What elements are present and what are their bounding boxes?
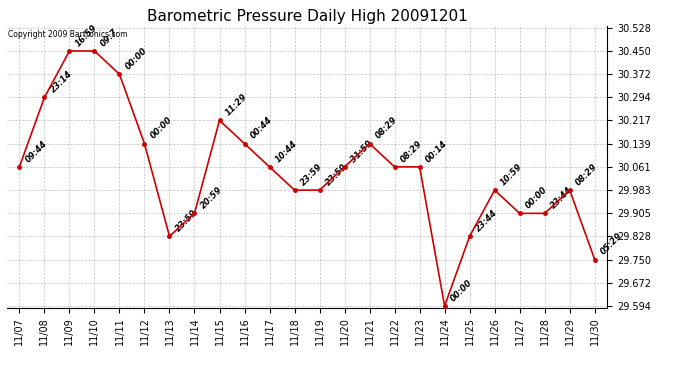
Text: 00:14: 00:14 — [424, 139, 449, 164]
Text: 08:29: 08:29 — [374, 116, 399, 141]
Text: 00:00: 00:00 — [124, 46, 149, 72]
Text: 16:59: 16:59 — [74, 23, 99, 48]
Text: 00:44: 00:44 — [248, 116, 274, 141]
Title: Barometric Pressure Daily High 20091201: Barometric Pressure Daily High 20091201 — [147, 9, 467, 24]
Text: 05:29: 05:29 — [599, 231, 624, 257]
Text: 10:44: 10:44 — [274, 139, 299, 164]
Text: Copyright 2009 Bartronics.com: Copyright 2009 Bartronics.com — [8, 30, 128, 39]
Text: 23:14: 23:14 — [48, 69, 74, 94]
Text: 31:59: 31:59 — [348, 139, 374, 164]
Text: 23:59: 23:59 — [299, 162, 324, 188]
Text: 23:44: 23:44 — [474, 208, 499, 234]
Text: 10:59: 10:59 — [499, 162, 524, 188]
Text: 23:44: 23:44 — [549, 185, 574, 211]
Text: 23:59: 23:59 — [174, 208, 199, 234]
Text: 11:29: 11:29 — [224, 92, 249, 118]
Text: 00:00: 00:00 — [448, 278, 474, 303]
Text: 00:00: 00:00 — [524, 185, 549, 211]
Text: 20:59: 20:59 — [199, 185, 224, 211]
Text: 09:7: 09:7 — [99, 27, 120, 48]
Text: 00:00: 00:00 — [148, 116, 174, 141]
Text: 09:44: 09:44 — [23, 139, 49, 164]
Text: 08:29: 08:29 — [574, 162, 599, 188]
Text: 08:29: 08:29 — [399, 139, 424, 164]
Text: 23:59: 23:59 — [324, 162, 349, 188]
